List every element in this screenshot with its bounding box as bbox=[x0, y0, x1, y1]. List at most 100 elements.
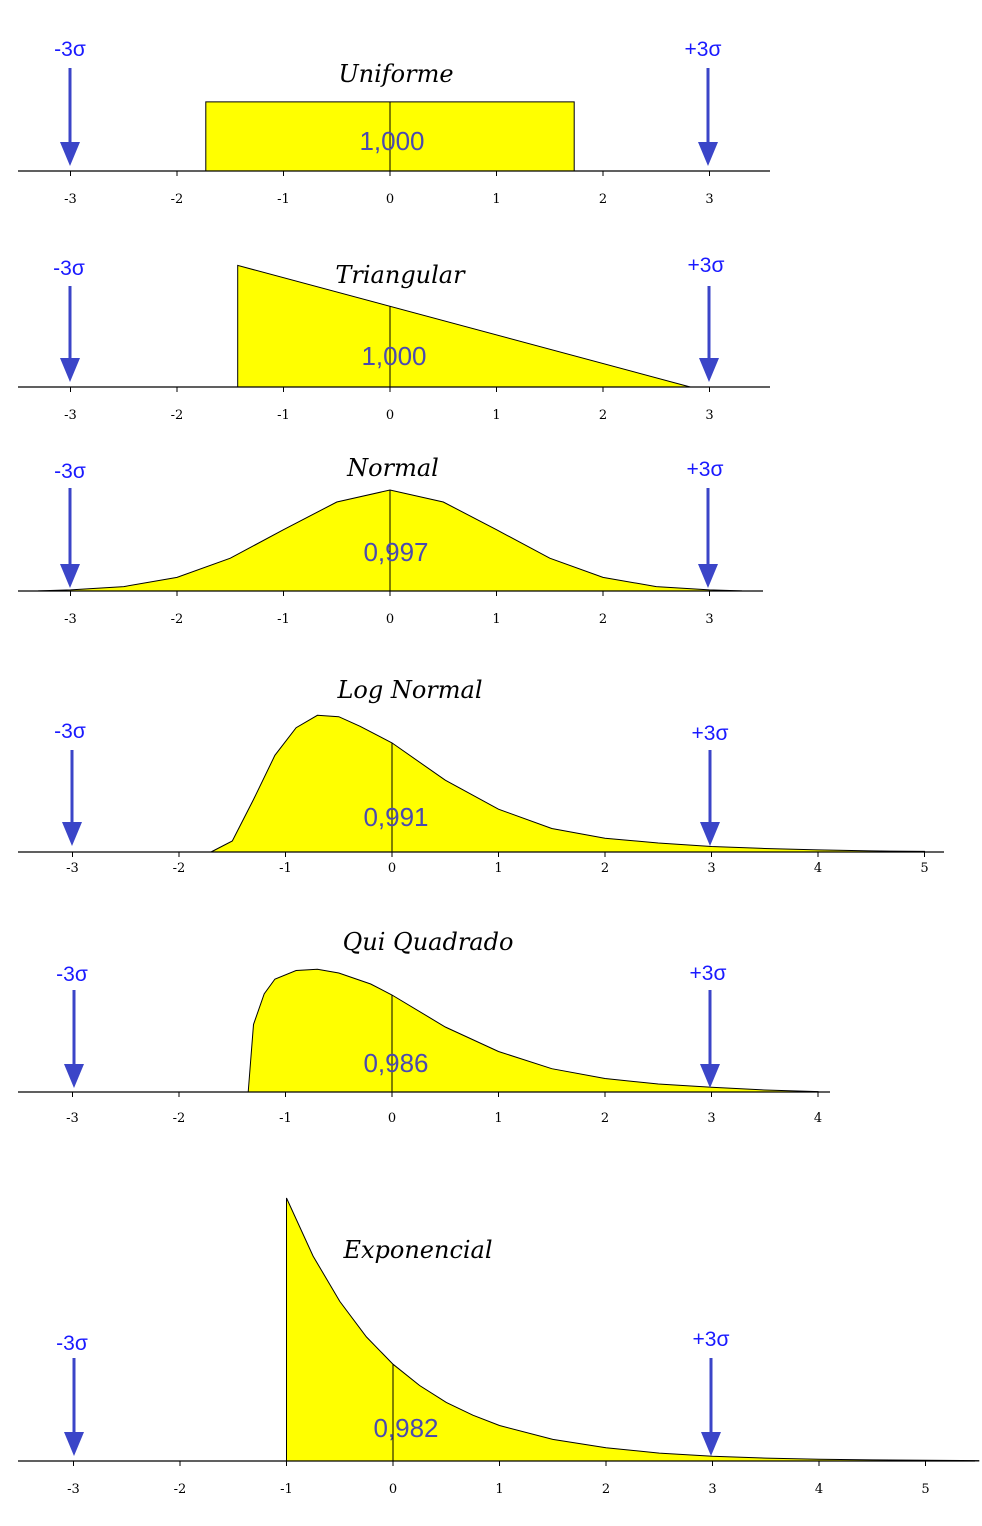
x-tick-label: 4 bbox=[814, 861, 822, 876]
plus-3-sigma-arrow-icon-head bbox=[699, 358, 719, 382]
plus-3-sigma-label: +3σ bbox=[692, 722, 729, 745]
distribution-area bbox=[286, 1197, 980, 1462]
x-tick-label: -3 bbox=[66, 1111, 79, 1126]
distribution-title: Normal bbox=[346, 454, 439, 482]
x-tick-label: 0 bbox=[386, 612, 394, 627]
plus-3-sigma-arrow-icon bbox=[699, 286, 719, 382]
minus-3-sigma-label: -3σ bbox=[53, 257, 85, 280]
plus-3-sigma-label: +3σ bbox=[687, 458, 724, 481]
x-tick-label: -1 bbox=[279, 1111, 292, 1126]
x-tick-label: 3 bbox=[707, 1111, 715, 1126]
coverage-value: 1,000 bbox=[359, 126, 424, 156]
x-tick-label: 5 bbox=[921, 1482, 929, 1497]
minus-3-sigma-arrow-icon bbox=[60, 286, 80, 382]
plus-3-sigma-arrow-icon bbox=[700, 750, 720, 846]
minus-3-sigma-arrow-icon bbox=[60, 68, 80, 166]
x-tick-label: 1 bbox=[492, 192, 500, 207]
plus-3-sigma-label: +3σ bbox=[690, 962, 727, 985]
x-tick-label: 3 bbox=[708, 1482, 716, 1497]
plus-3-sigma-arrow-icon-head bbox=[700, 1064, 720, 1088]
coverage-value: 0,997 bbox=[363, 537, 428, 567]
distribution-title: Triangular bbox=[335, 261, 466, 289]
x-tick-label: 1 bbox=[495, 1482, 503, 1497]
x-tick-label: -3 bbox=[64, 192, 77, 207]
x-tick-label: 0 bbox=[388, 861, 396, 876]
x-tick-label: 1 bbox=[494, 861, 502, 876]
plus-3-sigma-label: +3σ bbox=[688, 254, 725, 277]
x-tick-label: 2 bbox=[601, 861, 609, 876]
panel-uniforme: -3 -2 -1 0 1 2 3 Uniforme 1,000 -3σ +3σ bbox=[18, 38, 770, 207]
panel-qui-quadrado: -3 -2 -1 0 1 2 3 4 Qui Quadrado 0,986 -3σ +3σ bbox=[18, 928, 830, 1126]
minus-3-sigma-label: -3σ bbox=[54, 460, 86, 483]
x-tick-label: 2 bbox=[599, 408, 607, 423]
plus-3-sigma-label: +3σ bbox=[693, 1328, 730, 1351]
x-tick-label: 3 bbox=[705, 408, 713, 423]
minus-3-sigma-label: -3σ bbox=[56, 1332, 88, 1355]
x-tick-label: -1 bbox=[279, 861, 292, 876]
coverage-value: 1,000 bbox=[361, 341, 426, 371]
minus-3-sigma-arrow-icon bbox=[62, 750, 82, 846]
panel-normal: -3 -2 -1 0 1 2 3 Normal 0,997 -3σ +3σ bbox=[18, 454, 763, 627]
x-tick-label: -2 bbox=[174, 1482, 187, 1497]
x-tick-label: 0 bbox=[389, 1482, 397, 1497]
distribution-title: Log Normal bbox=[336, 676, 482, 704]
minus-3-sigma-arrow-icon-head bbox=[60, 142, 80, 166]
minus-3-sigma-arrow-icon bbox=[64, 1358, 84, 1456]
x-tick-label: 5 bbox=[920, 861, 928, 876]
panel-exponencial: -3 -2 -1 0 1 2 3 4 5 Exponencial 0,982 -3σ +3σ bbox=[18, 1197, 980, 1497]
plus-3-sigma-arrow-icon bbox=[700, 990, 720, 1088]
distribution-title: Uniforme bbox=[338, 60, 453, 88]
plus-3-sigma-arrow-icon bbox=[698, 488, 718, 588]
x-tick-label: 3 bbox=[705, 192, 713, 207]
panel-log-normal: -3 -2 -1 0 1 2 3 4 5 Log Normal 0,991 -3σ +3σ bbox=[18, 676, 944, 876]
distribution-area bbox=[210, 714, 925, 853]
x-tick-label: 0 bbox=[388, 1111, 396, 1126]
x-tick-label: 2 bbox=[599, 192, 607, 207]
minus-3-sigma-label: -3σ bbox=[56, 963, 88, 986]
x-tick-label: -1 bbox=[277, 612, 290, 627]
minus-3-sigma-arrow-icon-head bbox=[64, 1432, 84, 1456]
plus-3-sigma-arrow-icon bbox=[698, 68, 718, 166]
x-tick-label: 2 bbox=[601, 1111, 609, 1126]
coverage-value: 0,982 bbox=[373, 1413, 438, 1443]
x-tick-label: 1 bbox=[494, 1111, 502, 1126]
x-tick-label: -3 bbox=[64, 612, 77, 627]
x-tick-label: 2 bbox=[599, 612, 607, 627]
x-tick-label: 3 bbox=[705, 612, 713, 627]
x-tick-label: -2 bbox=[171, 612, 184, 627]
x-tick-label: 3 bbox=[707, 861, 715, 876]
plus-3-sigma-arrow-icon-head bbox=[698, 142, 718, 166]
coverage-value: 0,986 bbox=[363, 1048, 428, 1078]
x-tick-label: 1 bbox=[492, 408, 500, 423]
x-tick-label: -3 bbox=[66, 861, 79, 876]
plus-3-sigma-arrow-icon-head bbox=[698, 564, 718, 588]
minus-3-sigma-arrow-icon-head bbox=[60, 358, 80, 382]
x-tick-label: -2 bbox=[171, 408, 184, 423]
x-tick-label: 4 bbox=[814, 1111, 822, 1126]
distribution-area bbox=[247, 968, 819, 1093]
plus-3-sigma-arrow-icon-head bbox=[700, 822, 720, 846]
x-tick-label: 1 bbox=[492, 612, 500, 627]
x-tick-label: 4 bbox=[815, 1482, 823, 1497]
x-tick-label: -2 bbox=[173, 1111, 186, 1126]
plus-3-sigma-label: +3σ bbox=[685, 38, 722, 61]
x-tick-label: -1 bbox=[277, 408, 290, 423]
distribution-title: Qui Quadrado bbox=[343, 928, 514, 956]
minus-3-sigma-arrow-icon-head bbox=[64, 1064, 84, 1088]
minus-3-sigma-arrow-icon-head bbox=[62, 822, 82, 846]
x-tick-label: 0 bbox=[386, 192, 394, 207]
x-tick-label: -1 bbox=[280, 1482, 293, 1497]
minus-3-sigma-arrow-icon bbox=[64, 990, 84, 1088]
x-tick-label: -3 bbox=[67, 1482, 80, 1497]
minus-3-sigma-label: -3σ bbox=[54, 38, 86, 61]
plus-3-sigma-arrow-icon-head bbox=[701, 1432, 721, 1456]
x-tick-label: -2 bbox=[173, 861, 186, 876]
x-tick-label: -3 bbox=[64, 408, 77, 423]
minus-3-sigma-label: -3σ bbox=[54, 720, 86, 743]
x-tick-label: 2 bbox=[602, 1482, 610, 1497]
distribution-title: Exponencial bbox=[342, 1236, 492, 1264]
minus-3-sigma-arrow-icon bbox=[60, 488, 80, 588]
plus-3-sigma-arrow-icon bbox=[701, 1358, 721, 1456]
panel-triangular: -3 -2 -1 0 1 2 3 Triangular 1,000 -3σ +3σ bbox=[18, 254, 770, 423]
